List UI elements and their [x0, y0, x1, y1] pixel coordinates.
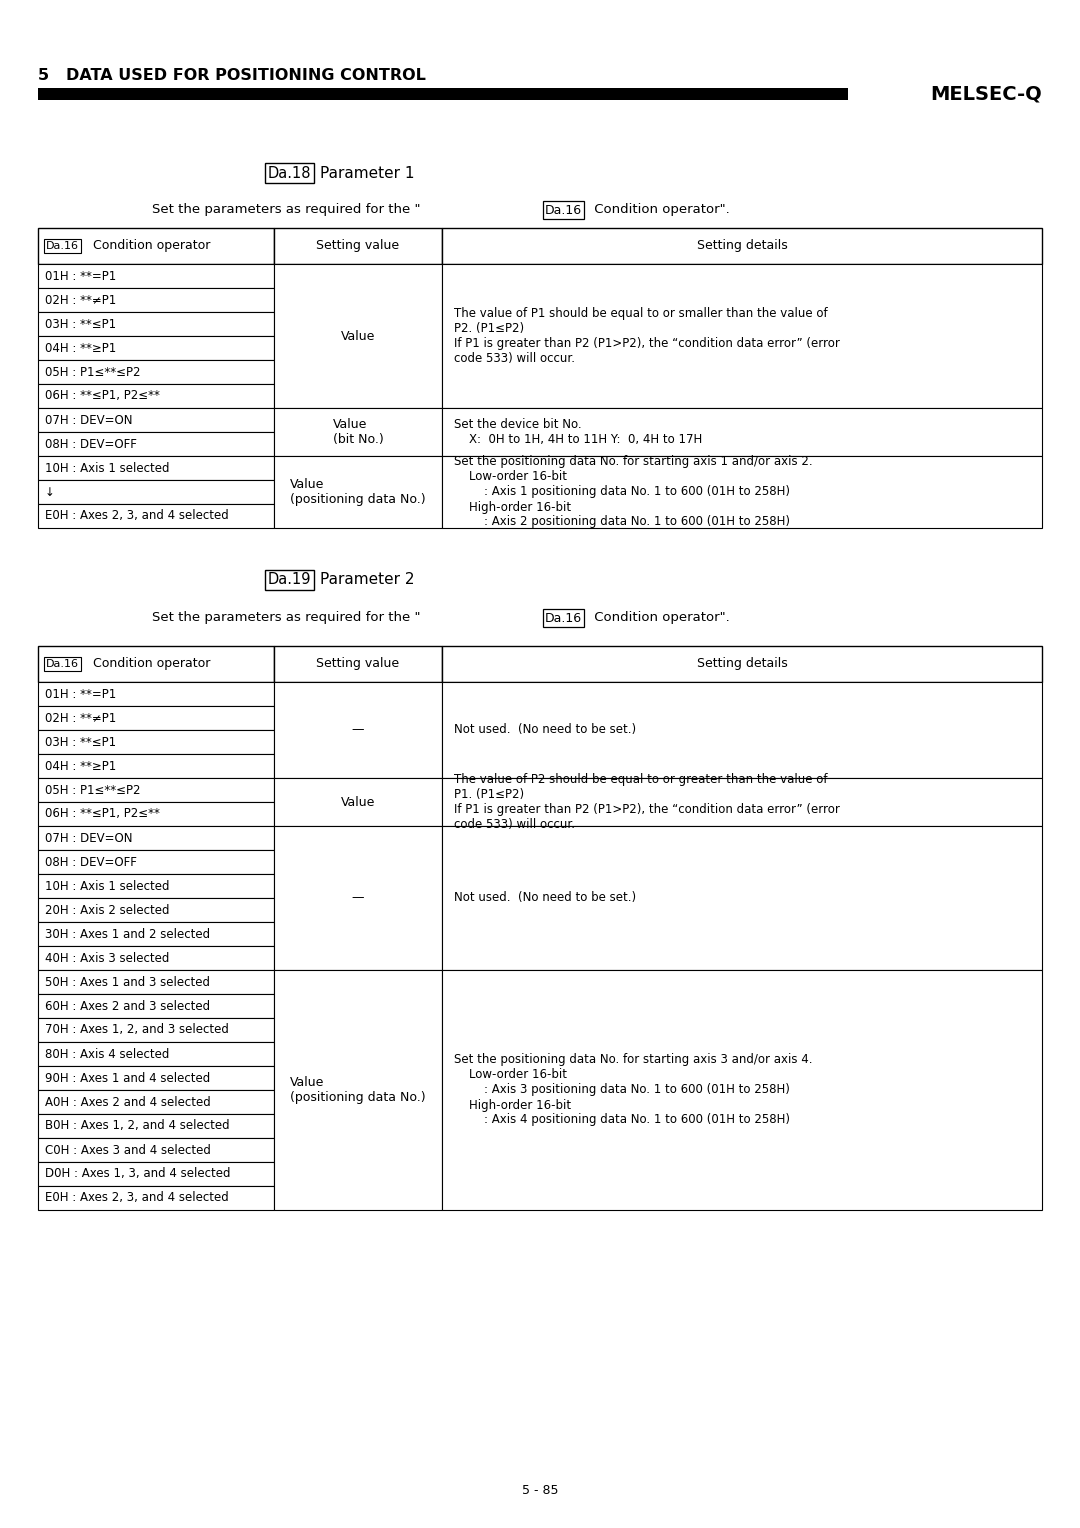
Text: Setting value: Setting value	[316, 657, 400, 671]
Text: 90H : Axes 1 and 4 selected: 90H : Axes 1 and 4 selected	[45, 1071, 211, 1085]
Text: Da.16: Da.16	[46, 659, 79, 669]
Bar	[442, 827, 1042, 970]
Text: Value: Value	[341, 796, 375, 808]
Text: Setting details: Setting details	[697, 657, 787, 671]
Bar	[38, 228, 274, 264]
Bar	[442, 681, 1042, 778]
Text: Set the parameters as required for the ": Set the parameters as required for the "	[152, 611, 424, 625]
Bar	[38, 850, 274, 874]
Text: Da.16: Da.16	[46, 241, 79, 251]
Bar	[442, 646, 1042, 681]
Text: Not used.  (No need to be set.): Not used. (No need to be set.)	[454, 723, 636, 736]
Bar	[38, 646, 274, 681]
Text: 10H : Axis 1 selected: 10H : Axis 1 selected	[45, 461, 170, 475]
Text: The value of P1 should be equal to or smaller than the value of
P2. (P1≤P2)
If P: The value of P1 should be equal to or sm…	[454, 307, 840, 365]
Text: 70H : Axes 1, 2, and 3 selected: 70H : Axes 1, 2, and 3 selected	[45, 1024, 229, 1036]
Text: 05H : P1≤**≤P2: 05H : P1≤**≤P2	[45, 784, 140, 796]
Text: B0H : Axes 1, 2, and 4 selected: B0H : Axes 1, 2, and 4 selected	[45, 1120, 230, 1132]
Text: 60H : Axes 2 and 3 selected: 60H : Axes 2 and 3 selected	[45, 999, 211, 1013]
Text: 5   DATA USED FOR POSITIONING CONTROL: 5 DATA USED FOR POSITIONING CONTROL	[38, 67, 426, 83]
Bar	[38, 802, 274, 827]
Text: Parameter 2: Parameter 2	[320, 573, 415, 587]
Text: Condition operator".: Condition operator".	[590, 611, 730, 625]
Text: 05H : P1≤**≤P2: 05H : P1≤**≤P2	[45, 365, 140, 379]
Bar	[38, 921, 274, 946]
Text: Set the device bit No.
    X:  0H to 1H, 4H to 11H Y:  0, 4H to 17H: Set the device bit No. X: 0H to 1H, 4H t…	[454, 419, 702, 446]
Text: 01H : **=P1: 01H : **=P1	[45, 688, 117, 700]
Bar	[38, 432, 274, 455]
Text: MELSEC-Q: MELSEC-Q	[930, 84, 1042, 104]
Bar	[38, 480, 274, 504]
Bar	[38, 1186, 274, 1210]
Bar	[38, 312, 274, 336]
Bar	[38, 1067, 274, 1089]
Bar	[274, 827, 442, 970]
Bar	[38, 827, 274, 850]
Bar	[274, 264, 442, 408]
Text: 08H : DEV=OFF: 08H : DEV=OFF	[45, 856, 137, 868]
Text: 5 - 85: 5 - 85	[522, 1484, 558, 1496]
Text: 80H : Axis 4 selected: 80H : Axis 4 selected	[45, 1048, 170, 1060]
Text: Value
(positioning data No.): Value (positioning data No.)	[291, 478, 426, 506]
Bar	[38, 1114, 274, 1138]
Text: 03H : **≤P1: 03H : **≤P1	[45, 735, 117, 749]
Bar	[38, 681, 274, 706]
Bar	[38, 753, 274, 778]
Bar	[38, 706, 274, 730]
Bar	[274, 228, 442, 264]
Text: Condition operator: Condition operator	[93, 657, 211, 671]
Bar	[274, 455, 442, 529]
Text: 01H : **=P1: 01H : **=P1	[45, 269, 117, 283]
Text: Parameter 1: Parameter 1	[320, 165, 415, 180]
Bar	[274, 646, 442, 681]
Text: Value: Value	[341, 330, 375, 342]
Bar	[38, 1138, 274, 1161]
Text: Not used.  (No need to be set.): Not used. (No need to be set.)	[454, 891, 636, 905]
Text: Da.19: Da.19	[268, 573, 311, 587]
Bar	[38, 504, 274, 529]
Text: —: —	[352, 723, 364, 736]
Bar	[38, 874, 274, 898]
Bar	[38, 264, 274, 287]
Text: 02H : **≠P1: 02H : **≠P1	[45, 712, 117, 724]
Text: 04H : **≥P1: 04H : **≥P1	[45, 341, 117, 354]
Text: 06H : **≤P1, P2≤**: 06H : **≤P1, P2≤**	[45, 807, 160, 821]
Bar	[38, 89, 848, 99]
Bar	[442, 970, 1042, 1210]
Bar	[442, 778, 1042, 827]
Bar	[442, 228, 1042, 264]
Bar	[38, 1161, 274, 1186]
Text: Condition operator: Condition operator	[93, 240, 211, 252]
Text: 20H : Axis 2 selected: 20H : Axis 2 selected	[45, 903, 170, 917]
Text: Set the positioning data No. for starting axis 1 and/or axis 2.
    Low-order 16: Set the positioning data No. for startin…	[454, 455, 812, 529]
Text: Setting value: Setting value	[316, 240, 400, 252]
Bar	[38, 898, 274, 921]
Text: 50H : Axes 1 and 3 selected: 50H : Axes 1 and 3 selected	[45, 975, 210, 989]
Bar	[38, 730, 274, 753]
Text: ↓: ↓	[45, 486, 55, 498]
Bar	[38, 778, 274, 802]
Text: 40H : Axis 3 selected: 40H : Axis 3 selected	[45, 952, 170, 964]
Text: Da.16: Da.16	[545, 203, 582, 217]
Text: 07H : DEV=ON: 07H : DEV=ON	[45, 831, 133, 845]
Text: 06H : **≤P1, P2≤**: 06H : **≤P1, P2≤**	[45, 390, 160, 402]
Text: —: —	[352, 891, 364, 905]
Text: Set the positioning data No. for starting axis 3 and/or axis 4.
    Low-order 16: Set the positioning data No. for startin…	[454, 1053, 812, 1126]
Bar	[38, 384, 274, 408]
Bar	[38, 946, 274, 970]
Text: 30H : Axes 1 and 2 selected: 30H : Axes 1 and 2 selected	[45, 927, 211, 941]
Bar	[38, 995, 274, 1018]
Bar	[274, 408, 442, 455]
Text: Setting details: Setting details	[697, 240, 787, 252]
Text: Da.18: Da.18	[268, 165, 311, 180]
Text: 10H : Axis 1 selected: 10H : Axis 1 selected	[45, 880, 170, 892]
Text: Set the parameters as required for the ": Set the parameters as required for the "	[152, 203, 424, 217]
Bar	[442, 408, 1042, 455]
Text: The value of P2 should be equal to or greater than the value of
P1. (P1≤P2)
If P: The value of P2 should be equal to or gr…	[454, 773, 840, 831]
Text: A0H : Axes 2 and 4 selected: A0H : Axes 2 and 4 selected	[45, 1096, 211, 1108]
Text: D0H : Axes 1, 3, and 4 selected: D0H : Axes 1, 3, and 4 selected	[45, 1167, 230, 1181]
Bar	[38, 970, 274, 995]
Bar	[274, 778, 442, 827]
Text: 03H : **≤P1: 03H : **≤P1	[45, 318, 117, 330]
Bar	[38, 361, 274, 384]
